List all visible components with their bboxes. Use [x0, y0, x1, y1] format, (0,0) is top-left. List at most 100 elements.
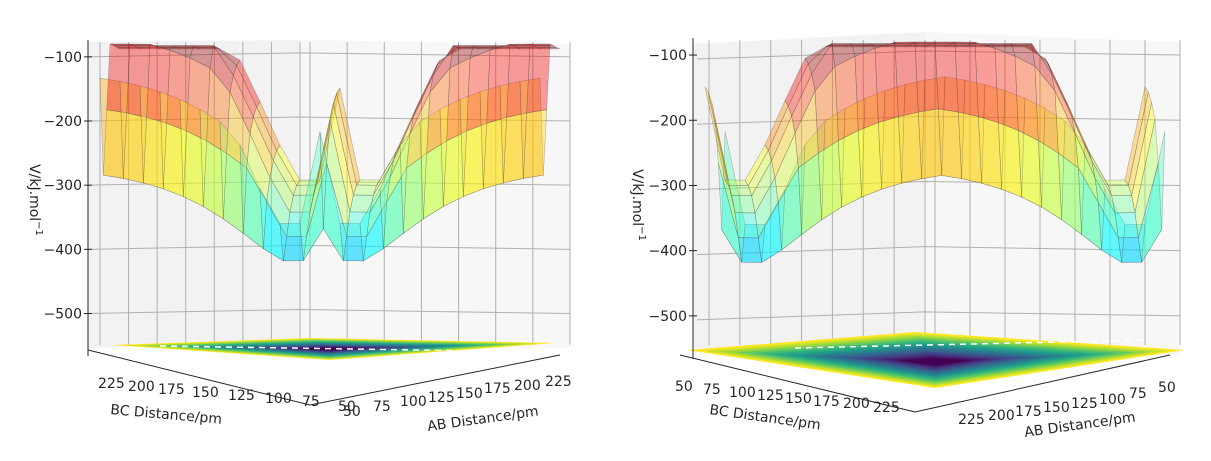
surface-face — [366, 177, 391, 237]
surface-face — [824, 45, 849, 48]
surface-face — [951, 41, 976, 44]
surface-face — [396, 101, 421, 151]
surface-face — [818, 140, 842, 221]
y-tick-label: 225 — [98, 376, 125, 392]
surface-face — [326, 120, 351, 237]
surface-face — [356, 179, 381, 186]
surface-face — [1074, 133, 1099, 203]
surface-face — [409, 75, 434, 134]
surface-face — [901, 79, 926, 184]
surface-face — [239, 144, 264, 250]
surface-face — [1138, 163, 1162, 264]
x-tick-label: 100 — [1099, 392, 1126, 408]
surface-face — [744, 144, 769, 187]
surface-face — [526, 43, 551, 114]
z-tick-label: −300 — [649, 178, 687, 194]
surface-face — [436, 46, 461, 66]
surface-face — [119, 81, 144, 184]
surface-face — [349, 194, 374, 213]
surface-face — [1027, 43, 1052, 74]
surface-face — [838, 129, 862, 208]
pane-back-right — [300, 40, 570, 348]
surface-face — [918, 108, 942, 180]
surface-face — [369, 160, 394, 213]
z-axis: −100 −200 −300 −400 −500 V/kJ.mol−1 — [629, 38, 697, 359]
surface-face — [419, 108, 444, 220]
surface-face — [848, 43, 872, 46]
surface-face — [924, 45, 949, 48]
z-tick-label: −400 — [649, 244, 687, 260]
surface-face — [176, 47, 201, 50]
surface-face — [209, 44, 234, 93]
surface-face — [764, 99, 789, 151]
surface-face — [1094, 177, 1119, 239]
surface-face — [1081, 144, 1106, 251]
surface-face — [149, 44, 174, 51]
surface-face — [273, 149, 297, 197]
z-axis-label-text: V/kJ.mol — [629, 169, 645, 226]
surface-face — [898, 111, 922, 184]
floor-axis-lines — [679, 354, 1171, 413]
surface-face — [871, 42, 896, 49]
surface-face — [888, 43, 912, 46]
surface-face — [737, 237, 763, 263]
surface-face — [861, 90, 886, 198]
x-tick-label: 150 — [456, 386, 483, 402]
surface-face — [309, 103, 334, 212]
surface-face — [399, 121, 424, 234]
surface-face — [1101, 188, 1126, 263]
x-tick-label: 50 — [343, 404, 361, 420]
surface-face — [1061, 120, 1086, 236]
surface-face — [329, 103, 354, 212]
surface-face — [731, 195, 756, 214]
x-tick-label: 125 — [428, 390, 455, 406]
surface-face — [183, 130, 207, 207]
surface-face — [339, 222, 364, 262]
surface-face — [143, 117, 167, 190]
surface-face — [376, 145, 401, 186]
surface-face — [179, 98, 204, 207]
surface-face — [393, 106, 417, 161]
surface-face — [139, 85, 164, 190]
surface-face — [282, 236, 308, 262]
surface-face — [136, 47, 161, 50]
surface-face — [216, 47, 241, 66]
surface-face — [821, 108, 846, 221]
surface-face — [761, 189, 786, 263]
surface-face — [758, 201, 782, 263]
surface-face — [423, 140, 447, 220]
surface-face — [429, 45, 454, 93]
surface-face — [1064, 100, 1089, 151]
surface-face — [529, 43, 554, 46]
surface-face — [841, 97, 866, 208]
surface-face — [804, 45, 829, 65]
surface-face — [984, 45, 1009, 48]
surface-face — [788, 62, 812, 117]
surface-face — [296, 179, 321, 186]
surface-face — [938, 108, 962, 180]
surface-face — [1038, 139, 1062, 221]
surface-face — [751, 159, 776, 214]
surface-face — [223, 152, 247, 234]
surface-face — [459, 91, 484, 197]
surface-face — [988, 43, 1012, 46]
surface-face — [259, 188, 284, 262]
surface-face — [961, 79, 986, 184]
surface-face — [496, 47, 521, 50]
x-tick-label: 100 — [400, 394, 427, 410]
y-tick-label: 50 — [675, 379, 693, 395]
surface-face — [403, 152, 427, 234]
back-panes — [693, 32, 1180, 356]
surface-face — [446, 57, 471, 142]
surface-face — [791, 72, 816, 135]
surface-face — [206, 67, 231, 154]
surface-face — [503, 112, 527, 184]
surface-face — [256, 101, 281, 152]
surface-face — [186, 57, 211, 142]
surface-face — [971, 42, 996, 49]
surface-face — [844, 45, 869, 48]
surface-face — [908, 43, 932, 46]
surface-face — [109, 43, 134, 46]
